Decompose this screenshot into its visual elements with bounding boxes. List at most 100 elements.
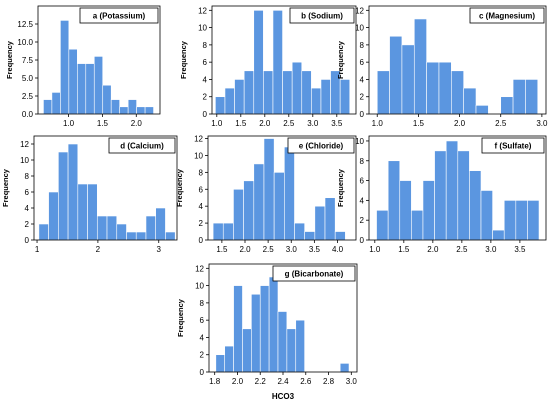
plot-frame-d xyxy=(33,135,178,241)
y-tick-label-g-2: 4 xyxy=(200,333,205,342)
x-tick-label-f-5: 3.5 xyxy=(514,245,526,254)
x-tick-label-c-4: 3.0 xyxy=(536,119,548,128)
bar-e-10 xyxy=(314,205,326,241)
bar-d-10 xyxy=(135,231,147,241)
y-axis-label-d: Frequency xyxy=(1,168,10,207)
bar-a-10 xyxy=(127,99,137,115)
bar-c-10 xyxy=(500,96,514,115)
bar-e-5 xyxy=(263,138,275,241)
bar-b-1 xyxy=(224,87,235,115)
y-axis-label-c: Frequency xyxy=(336,40,345,79)
histogram-panel-a: 0.0 2.5 5.0 7.5 10.0 12.5 1.0 1.5 2.0 Frequency a … xyxy=(5,5,161,128)
bar-a-0 xyxy=(43,99,53,115)
bar-b-8 xyxy=(291,61,303,115)
bar-f-5 xyxy=(434,150,447,241)
bar-g-1 xyxy=(224,345,234,373)
bar-d-13 xyxy=(165,231,176,241)
bar-c-0 xyxy=(376,70,390,115)
title-box-f xyxy=(481,137,545,154)
bar-c-5 xyxy=(438,61,452,115)
x-tick-label-g-6: 3.0 xyxy=(346,377,358,386)
bar-b-4 xyxy=(253,10,264,115)
bar-a-11 xyxy=(136,106,146,115)
x-tick-label-e-3: 3.0 xyxy=(286,245,298,254)
y-tick-label-b-4: 8 xyxy=(203,41,208,50)
histogram-panel-e: 0 2 4 6 8 10 12 1.5 2.0 2.5 3.0 3.5 4.0 Frequency e (C… xyxy=(175,135,357,254)
bar-c-4 xyxy=(426,61,440,115)
bar-a-6 xyxy=(93,56,104,115)
bar-f-0 xyxy=(376,209,389,241)
bar-e-3 xyxy=(243,180,255,241)
bar-e-0 xyxy=(212,222,224,241)
bar-f-1 xyxy=(387,160,401,241)
y-tick-label-c-5: 10 xyxy=(355,24,364,33)
y-tick-label-a-5: 12.5 xyxy=(17,20,33,29)
x-axis-label-g: HCO3 xyxy=(272,392,295,401)
bar-f-2 xyxy=(399,180,412,241)
x-tick-label-c-1: 1.5 xyxy=(413,119,425,128)
y-tick-label-e-5: 10 xyxy=(194,151,203,160)
bar-g-4 xyxy=(251,293,261,373)
x-tick-label-c-3: 2.5 xyxy=(495,119,507,128)
y-tick-label-e-6: 12 xyxy=(194,135,203,144)
title-box-e xyxy=(287,137,355,154)
bar-g-3 xyxy=(242,328,252,373)
y-tick-label-a-0: 0.0 xyxy=(22,110,34,119)
bar-f-6 xyxy=(445,140,459,241)
bar-a-3 xyxy=(68,48,78,115)
bar-g-0 xyxy=(215,354,226,373)
bar-c-2 xyxy=(401,44,415,115)
bar-c-6 xyxy=(451,70,464,115)
bar-d-4 xyxy=(77,183,88,241)
bar-c-8 xyxy=(475,105,489,115)
bar-c-1 xyxy=(389,35,403,115)
y-tick-label-c-6: 12 xyxy=(355,6,364,15)
x-tick-label-g-5: 2.8 xyxy=(323,377,335,386)
y-tick-label-b-2: 4 xyxy=(203,75,208,84)
bar-f-7 xyxy=(457,150,470,241)
y-axis-label-g: Frequency xyxy=(176,298,185,337)
y-tick-label-g-1: 2 xyxy=(200,351,205,360)
x-tick-label-g-3: 2.4 xyxy=(277,377,289,386)
x-tick-label-e-5: 4.0 xyxy=(332,245,344,254)
bar-e-8 xyxy=(294,222,305,241)
y-tick-label-g-3: 6 xyxy=(200,316,205,325)
bar-b-9 xyxy=(301,70,312,115)
bar-f-11 xyxy=(503,200,517,241)
x-tick-label-d-0: 1 xyxy=(35,245,40,254)
bar-e-9 xyxy=(304,231,316,241)
x-tick-label-d-1: 2 xyxy=(96,245,101,254)
bar-a-4 xyxy=(77,63,87,115)
y-tick-label-a-4: 10.0 xyxy=(17,38,33,47)
x-tick-label-f-4: 3.0 xyxy=(485,245,497,254)
bar-b-6 xyxy=(272,10,283,115)
x-tick-label-g-4: 2.6 xyxy=(300,377,312,386)
panel-title-b: b (Sodium) xyxy=(301,12,343,21)
bar-f-12 xyxy=(515,200,528,241)
bar-f-10 xyxy=(492,229,505,241)
title-box-g xyxy=(272,265,356,282)
x-tick-label-b-3: 2.5 xyxy=(283,119,295,128)
y-tick-label-g-0: 0 xyxy=(200,368,205,377)
bar-b-2 xyxy=(234,79,245,115)
y-tick-label-d-5: 10 xyxy=(20,156,29,165)
x-tick-label-e-2: 2.5 xyxy=(263,245,275,254)
bar-f-8 xyxy=(469,170,482,241)
bar-g-8 xyxy=(286,328,297,373)
x-tick-label-b-5: 3.5 xyxy=(331,119,343,128)
plot-frame-f xyxy=(368,135,547,241)
y-tick-label-b-6: 12 xyxy=(198,6,207,15)
bar-d-9 xyxy=(126,231,137,241)
bar-b-10 xyxy=(311,87,322,115)
y-tick-label-g-5: 10 xyxy=(195,282,204,291)
histogram-panel-f: 0 2 4 6 8 10 1.0 1.5 2.0 2.5 3.0 3.5 Frequency f (Sul… xyxy=(336,135,547,254)
x-tick-label-d-2: 3 xyxy=(157,245,162,254)
x-tick-label-b-4: 3.0 xyxy=(307,119,319,128)
bar-e-6 xyxy=(273,172,285,241)
y-axis-label-f: Frequency xyxy=(336,168,345,207)
y-axis-label-e: Frequency xyxy=(175,168,184,207)
panel-title-c: c (Magnesium) xyxy=(479,12,535,21)
x-tick-label-e-1: 2.0 xyxy=(239,245,251,254)
